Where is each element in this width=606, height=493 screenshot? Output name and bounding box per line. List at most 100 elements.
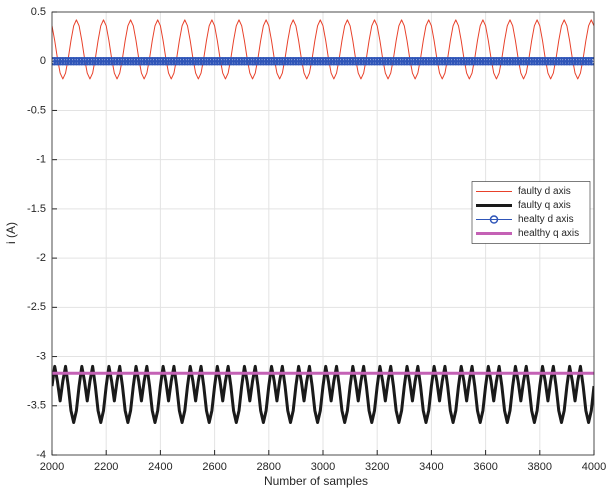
marker [316,56,325,66]
marker [232,56,241,66]
marker [251,56,260,66]
marker [546,56,555,66]
marker [522,56,531,66]
marker [237,56,246,66]
marker [381,56,390,66]
marker [435,56,444,66]
marker [278,56,287,66]
marker [524,56,534,66]
marker [272,56,282,66]
marker [161,56,171,66]
marker [156,56,165,66]
marker [389,56,398,66]
marker [202,56,211,66]
marker [511,56,520,66]
x-tick-label: 2600 [202,461,226,473]
marker [131,56,141,66]
marker [478,56,488,66]
marker [215,56,225,66]
marker [169,56,179,66]
marker [576,56,585,66]
marker [286,56,295,66]
marker [348,56,358,66]
marker [240,56,249,66]
marker [218,56,227,66]
marker [427,56,436,66]
marker [451,56,461,66]
marker [386,56,395,66]
marker [199,56,209,66]
marker [467,56,477,66]
marker [256,56,265,66]
x-tick-label: 4000 [582,461,606,473]
marker [110,56,119,66]
marker [153,56,162,66]
legend-label: healthy q axis [518,228,579,239]
marker [55,56,65,66]
x-tick-label: 3200 [365,461,389,473]
marker [335,56,344,66]
marker [513,56,523,66]
marker [359,56,368,66]
marker [587,56,594,66]
marker [321,56,330,66]
marker [142,56,152,66]
marker [137,56,146,66]
marker [424,56,433,66]
marker [310,56,320,66]
marker [345,56,355,66]
marker [437,56,447,66]
marker [145,56,154,66]
marker [261,56,271,66]
marker [337,56,347,66]
marker [402,56,412,66]
y-tick-label: -2.5 [27,301,46,313]
marker [416,56,425,66]
marker [269,56,279,66]
marker [88,56,97,66]
marker [375,56,385,66]
marker [378,56,387,66]
marker [383,56,393,66]
marker [129,56,138,66]
marker [299,56,309,66]
marker [484,56,493,66]
marker [118,56,127,66]
marker [367,56,377,66]
legend-marker [489,215,499,224]
x-tick-label: 3600 [473,461,497,473]
series-line [52,19,594,80]
marker [530,56,539,66]
marker [559,56,569,66]
y-tick-label: -1.5 [27,203,46,215]
marker [356,56,366,66]
marker [394,56,404,66]
marker [313,56,322,66]
legend-label: healty d axis [518,214,574,225]
marker [459,56,469,66]
y-axis-label: i (A) [4,222,18,244]
marker [405,56,414,66]
marker [538,56,547,66]
marker [527,56,536,66]
legend-label: faulty d axis [518,186,571,197]
marker [66,56,76,66]
marker [194,56,203,66]
marker [581,56,591,66]
marker [283,56,293,66]
marker [481,56,490,66]
marker [419,56,428,66]
marker [139,56,149,66]
marker [85,56,95,66]
marker [503,56,512,66]
marker [267,56,276,66]
marker [93,56,103,66]
marker [549,56,558,66]
marker [80,56,89,66]
plot-area [52,19,594,425]
marker [343,56,352,66]
marker [494,56,504,66]
marker [372,56,382,66]
marker [562,56,572,66]
